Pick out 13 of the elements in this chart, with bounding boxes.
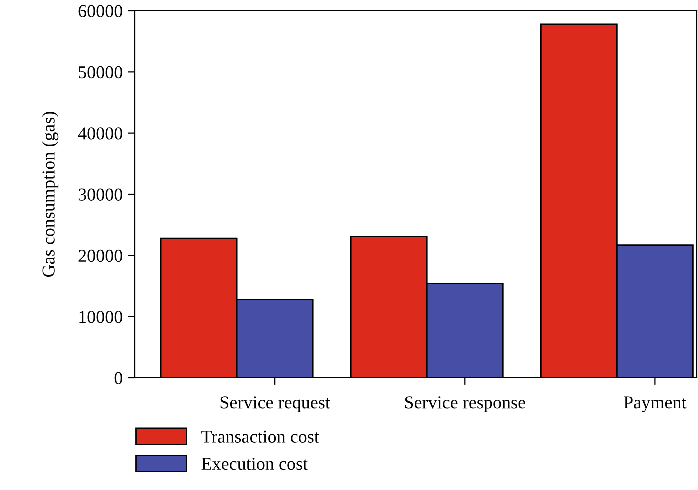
y-tick-label: 0 bbox=[114, 372, 123, 384]
y-tick-label: 30000 bbox=[78, 188, 123, 201]
x-tick-label: Service request bbox=[220, 396, 330, 412]
y-tick-label: 60000 bbox=[78, 5, 123, 18]
x-tick-label: Service response bbox=[405, 396, 526, 412]
y-tick-label: 20000 bbox=[78, 250, 123, 262]
y-tick-label: 40000 bbox=[78, 128, 123, 140]
y-tick-label: 10000 bbox=[80, 311, 123, 324]
y-axis-title: Gas consumption (gas) bbox=[42, 112, 59, 278]
legend-label: Transaction cost bbox=[202, 430, 320, 443]
y-tick-label: 50000 bbox=[79, 66, 123, 79]
legend-label: Execution cost bbox=[202, 458, 308, 470]
x-tick-label: Payment bbox=[624, 396, 687, 412]
